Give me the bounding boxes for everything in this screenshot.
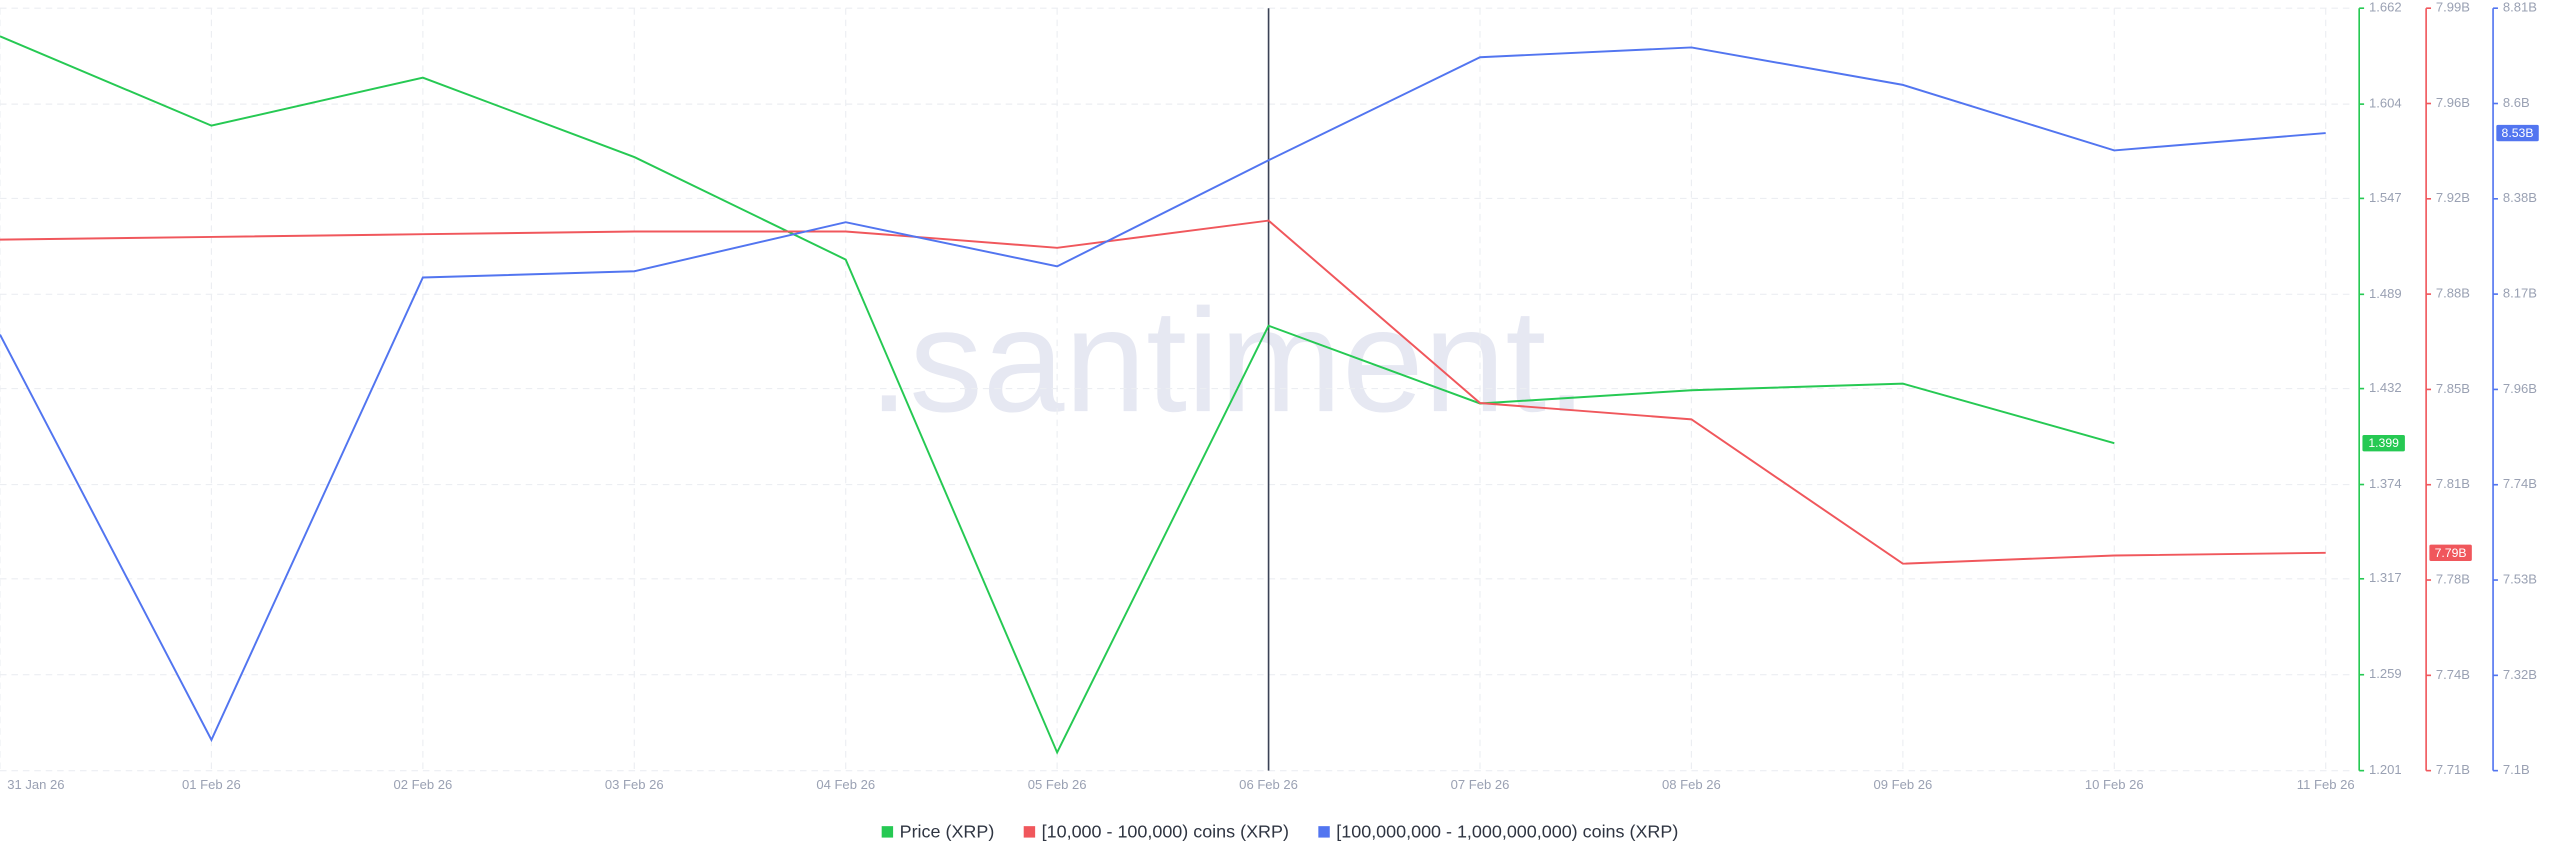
y-tick-label: 8.6B [2503,95,2530,110]
x-tick-label: 11 Feb 26 [2297,777,2355,792]
y-tick-label: 1.259 [2369,666,2402,681]
y-tick-label: 7.96B [2436,95,2470,110]
y-tick-label: 7.71B [2436,762,2470,777]
x-tick-label: 06 Feb 26 [1239,777,1298,792]
y-tick-label: 1.547 [2369,190,2402,205]
legend-swatch [881,826,894,838]
y-tick-label: 7.78B [2436,571,2470,586]
x-tick-label: 05 Feb 26 [1028,777,1087,792]
x-tick-label: 31 Jan 26 [7,777,64,792]
y-tick-label: 7.74B [2436,667,2470,682]
y-tick-label: 1.662 [2369,0,2402,15]
y-tick-label: 8.81B [2503,0,2537,15]
y-tick-label: 1.604 [2369,96,2402,111]
x-tick-label: 09 Feb 26 [1873,777,1932,792]
y-tick-label: 7.1B [2503,762,2530,777]
y-tick-label: 8.38B [2503,190,2537,205]
y-tick-label: 1.317 [2369,570,2402,585]
y-tick-label: 7.85B [2436,381,2470,396]
x-tick-label: 08 Feb 26 [1662,777,1721,792]
series-line [0,219,2326,565]
y-tick-label: 7.99B [2436,0,2470,15]
legend: Price (XRP) [10,000 - 100,000) coins (XRP… [881,821,1678,841]
y-tick-label: 7.53B [2503,571,2537,586]
value-tag-label: 1.399 [2368,436,2399,450]
x-tick-label: 10 Feb 26 [2085,777,2144,792]
value-tag [2429,544,2472,561]
y-tick-label: 1.432 [2369,380,2402,395]
x-tick-label: 02 Feb 26 [393,777,452,792]
y-tick-label: 7.92B [2436,190,2470,205]
value-tag-label: 8.53B [2502,126,2534,140]
watermark: .santiment. [868,279,1587,443]
x-tick-label: 03 Feb 26 [605,777,664,792]
series-line [0,46,2326,743]
y-tick-label: 1.489 [2369,286,2402,301]
y-tick-label: 7.32B [2503,667,2537,682]
legend-label: Price (XRP) [900,821,995,841]
value-tag-label: 7.79B [2435,546,2467,560]
legend-label: [100,000,000 - 1,000,000,000) coins (XRP… [1336,821,1678,841]
y-tick-label: 7.88B [2436,286,2470,301]
y-tick-label: 7.74B [2503,476,2537,491]
legend-swatch [1023,826,1036,838]
y-tick-label: 7.81B [2436,476,2470,491]
y-tick-label: 1.201 [2369,762,2402,777]
legend-swatch [1318,826,1330,838]
x-tick-label: 04 Feb 26 [816,777,875,792]
y-tick-label: 1.374 [2369,476,2402,491]
x-tick-label: 07 Feb 26 [1451,777,1510,792]
y-tick-label: 7.96B [2503,381,2537,396]
y-tick-label: 8.17B [2503,286,2537,301]
series-line [0,35,2115,755]
value-tag [2496,124,2539,142]
value-tag [2362,435,2405,452]
x-tick-label: 01 Feb 26 [182,777,241,792]
legend-label: [10,000 - 100,000) coins (XRP) [1042,821,1289,841]
